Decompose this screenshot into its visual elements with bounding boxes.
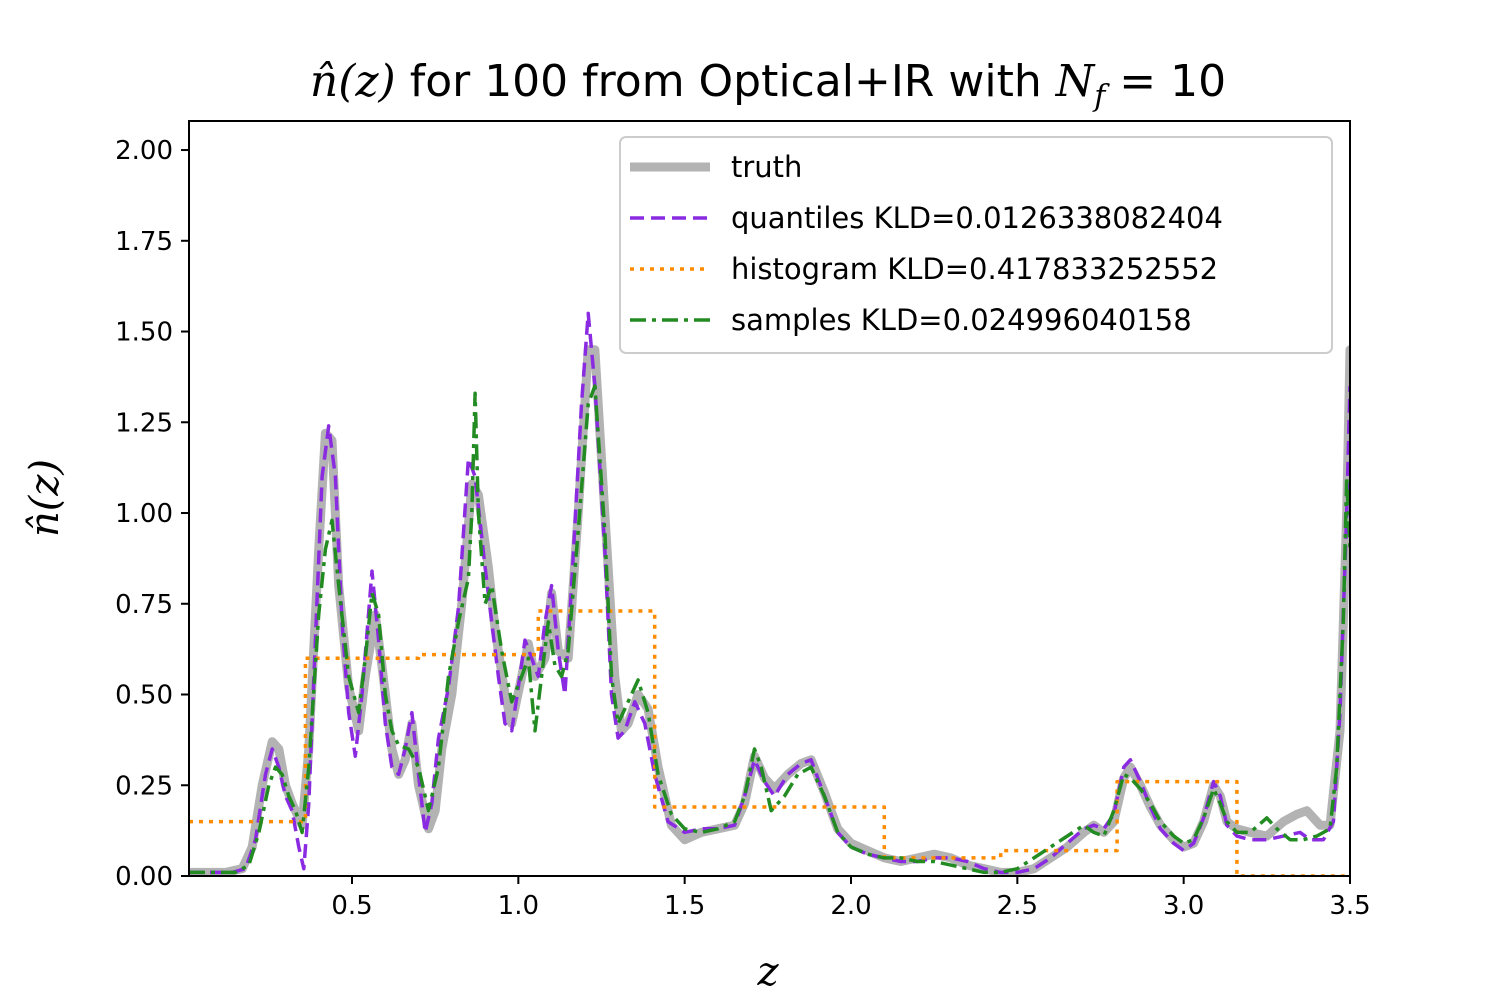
x-tick-label-0: 0.5 [331,891,372,921]
x-tick-label-6: 3.5 [1329,891,1370,921]
x-tick-label-4: 2.5 [997,891,1038,921]
x-axis-label: z [756,949,779,995]
y-tick-label-7: 1.75 [115,227,173,257]
chart-title-prefix: n̂(z) [310,56,396,107]
legend-label-3: samples KLD=0.024996040158 [731,303,1192,337]
y-tick-label-6: 1.50 [115,318,173,348]
plot-frame [188,120,1351,877]
series-line-0 [189,345,1350,876]
axes-layer: 0.5 1.0 1.5 2.0 2.5 3.0 3.5 0.00 0.25 0.50 0.75 1.0… [115,120,1371,921]
x-tick-label-1: 1.0 [498,891,539,921]
series-line-3 [189,384,1350,875]
legend: truth quantiles KLD=0.0126338082404 histog… [619,136,1333,354]
y-tick-label-3: 0.75 [115,590,173,620]
x-tick-label-5: 3.0 [1163,891,1204,921]
series-line-1 [189,311,1350,875]
legend-label-1: quantiles KLD=0.0126338082404 [731,201,1223,235]
legend-box [619,136,1333,354]
y-tick-label-5: 1.25 [115,408,173,438]
series-line-2 [189,609,1350,876]
chart-title-text: for 100 from Optical+IR with [396,56,1056,107]
y-tick-label-0: 0.00 [115,862,173,892]
y-tick-label-4: 1.00 [115,499,173,529]
chart-title-suffix: N [1055,56,1096,107]
y-tick-label-8: 2.00 [115,136,173,166]
y-tick-label-1: 0.25 [115,771,173,801]
legend-label-0: truth [731,150,802,184]
x-tick-label-3: 2.0 [830,891,871,921]
chart-title: n̂(z) for 100 from Optical+IR with Nf = … [310,56,1226,114]
y-axis-label: n̂(z) [22,459,68,537]
x-tick-label-2: 1.5 [664,891,705,921]
y-tick-label-2: 0.50 [115,681,173,711]
series-layer [189,311,1350,876]
chart-title-tail: = 10 [1105,56,1226,107]
legend-label-2: histogram KLD=0.417833252552 [731,252,1218,286]
